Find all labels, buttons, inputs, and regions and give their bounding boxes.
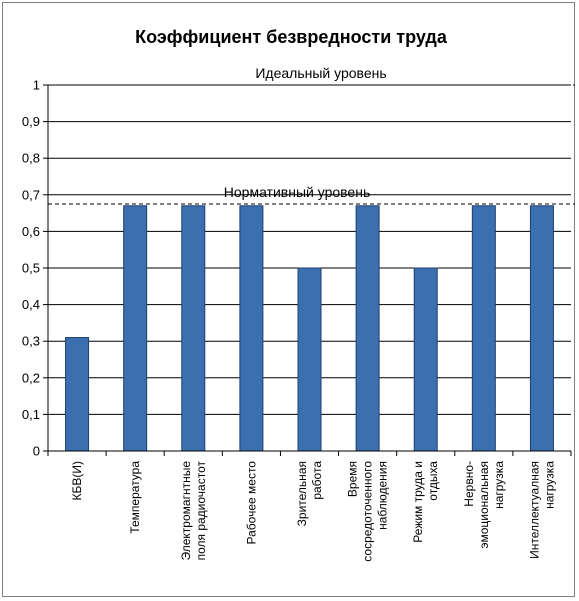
y-tick-label: 1 <box>33 78 40 93</box>
category-label-line: отдыха <box>426 461 440 501</box>
category-label-line: Рабочее место <box>244 461 258 545</box>
category-label-line: нагрузка <box>542 461 556 509</box>
category-label-line: эмоциональная <box>477 461 491 549</box>
reference-line-label: Нормативный уровень <box>224 184 370 200</box>
category-label: Нервно-эмоциональнаянагрузка <box>462 461 506 549</box>
category-label-line: нагрузка <box>492 461 506 509</box>
y-tick-label: 0 <box>33 444 40 459</box>
y-tick-label: 0,9 <box>22 114 40 129</box>
y-tick-label: 0,2 <box>22 370 40 385</box>
bar <box>355 205 380 452</box>
category-label-line: сосредоточенного <box>361 461 375 562</box>
y-tick-label: 0,4 <box>22 297 40 312</box>
category-label-line: Зрительная <box>295 461 309 526</box>
reference-lines: Идеальный уровень Нормативный уровень <box>48 65 575 205</box>
category-label: Режим труда иотдыха <box>411 461 440 543</box>
bar-chart: Коэффициент безвредности труда Идеальный… <box>22 27 575 562</box>
bar <box>181 205 206 452</box>
reference-line-label: Идеальный уровень <box>255 65 386 81</box>
category-label-line: наблюдения <box>376 461 390 530</box>
y-tick-label: 0,3 <box>22 334 40 349</box>
y-tick-label: 0,5 <box>22 261 40 276</box>
bar <box>65 337 90 452</box>
axes <box>47 85 572 456</box>
category-label: Температура <box>128 461 142 534</box>
category-label-line: Время <box>346 461 360 497</box>
bars <box>65 205 554 452</box>
chart-frame: Коэффициент безвредности труда Идеальный… <box>2 2 575 597</box>
category-label: Времясосредоточенногонаблюдения <box>346 461 390 562</box>
category-label-line: Нервно- <box>462 461 476 507</box>
y-tick-label: 0,8 <box>22 151 40 166</box>
bar <box>297 267 322 452</box>
category-labels: КБВ(И) Температура Электромагнтныеполя рад… <box>70 461 556 562</box>
category-label: Электромагнтныеполя радиочастот <box>179 461 208 561</box>
y-tick-label: 0,6 <box>22 224 40 239</box>
category-label-line: КБВ(И) <box>70 461 84 501</box>
category-label-line: Температура <box>128 461 142 534</box>
category-label-line: Электромагнтные <box>179 461 193 561</box>
bar <box>123 205 148 452</box>
y-tick-label: 0,7 <box>22 187 40 202</box>
bar <box>471 205 496 452</box>
category-label: КБВ(И) <box>70 461 84 501</box>
category-label: Зрительнаяработа <box>295 461 324 527</box>
bar <box>413 267 438 452</box>
y-tick-label: 0,1 <box>22 407 40 422</box>
bar <box>239 205 264 452</box>
category-label: Рабочее место <box>244 461 258 545</box>
category-label-line: Интеллектуалная <box>527 461 541 559</box>
category-label: Интеллектуалнаянагрузка <box>527 461 556 559</box>
category-label-line: Режим труда и <box>411 461 425 543</box>
category-label-line: поля радиочастот <box>194 461 208 561</box>
category-label-line: работа <box>310 461 324 500</box>
bar <box>529 205 554 452</box>
y-tick-labels: 0 0,1 0,2 0,3 0,4 0,5 0,6 0,7 0,8 0,9 1 <box>22 78 40 459</box>
chart-title: Коэффициент безвредности труда <box>135 27 448 47</box>
